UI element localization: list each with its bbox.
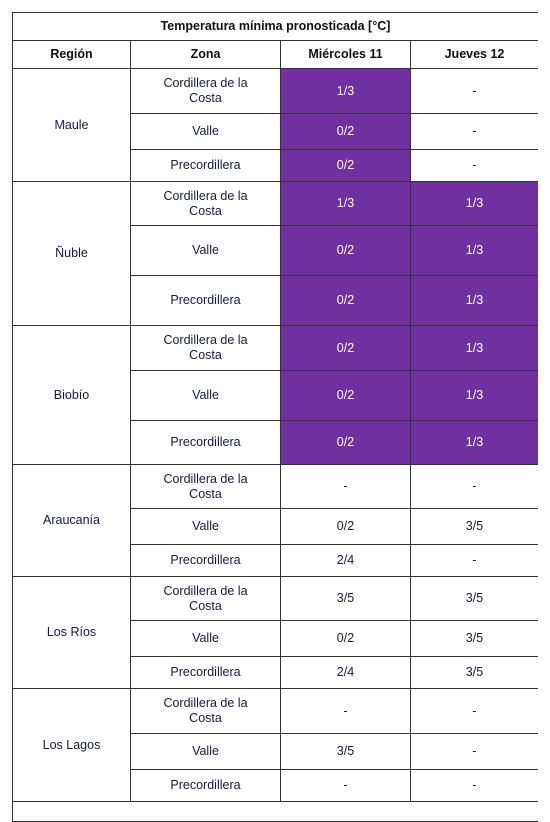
value-cell: 0/2: [280, 508, 411, 545]
table-row: Precordillera 0/2-: [13, 149, 538, 182]
value-cell: 0/2: [280, 149, 411, 182]
value-cell: 2/4: [280, 544, 411, 577]
table-row: Valle 0/2-: [13, 113, 538, 150]
value-cell: 0/2: [280, 113, 411, 150]
zone-cell: Cordillera de la Costa: [130, 688, 281, 734]
title-row: Temperatura mínima pronosticada [°C]: [12, 13, 538, 41]
region-cell: Biobío: [12, 325, 131, 465]
zone-cell: Valle: [130, 113, 281, 150]
value-cell: -: [410, 688, 538, 734]
value-cell: 1/3: [280, 181, 411, 226]
value-cell: -: [280, 769, 411, 802]
value-cell: -: [410, 68, 538, 114]
value-cell: 1/3: [410, 275, 538, 326]
zone-cell: Valle: [130, 370, 281, 421]
table-title: Temperatura mínima pronosticada [°C]: [12, 13, 538, 41]
region-cell: Los Ríos: [12, 576, 131, 689]
value-cell: -: [410, 149, 538, 182]
value-cell: 2/4: [280, 656, 411, 689]
value-cell: -: [410, 769, 538, 802]
empty-cell: [12, 801, 538, 822]
value-cell: -: [280, 688, 411, 734]
header-cell: Región: [12, 40, 131, 69]
value-cell: 1/3: [410, 225, 538, 276]
table-row: Precordillera 2/4 3/5: [13, 656, 538, 689]
table-row: Valle 0/2 1/3: [13, 370, 538, 421]
table-row: Precordillera 0/2 1/3: [13, 275, 538, 326]
zone-cell: Valle: [130, 620, 281, 657]
zone-cell: Precordillera: [130, 275, 281, 326]
value-cell: 0/2: [280, 325, 411, 371]
table-row: Valle 0/2 1/3: [13, 225, 538, 276]
region-cell: Maule: [12, 68, 131, 182]
forecast-table: Temperatura mínima pronosticada [°C] Reg…: [12, 13, 538, 822]
table-row: Precordillera 2/4-: [13, 544, 538, 577]
table-row: Valle 3/5-: [13, 733, 538, 770]
value-cell: 1/3: [410, 325, 538, 371]
table-row: Precordillera 0/2 1/3: [13, 420, 538, 465]
zone-cell: Cordillera de la Costa: [130, 325, 281, 371]
value-cell: 0/2: [280, 225, 411, 276]
value-cell: 0/2: [280, 420, 411, 465]
value-cell: 3/5: [410, 576, 538, 621]
zone-cell: Precordillera: [130, 656, 281, 689]
table-row: Maule Cordillera de la Costa 1/3-: [12, 68, 538, 182]
region-cell: Araucanía: [12, 464, 131, 577]
table-row: Los Lagos Cordillera de la Costa - -: [12, 688, 538, 802]
value-cell: 0/2: [280, 370, 411, 421]
table-row: Biobío Cordillera de la Costa 0/2 1/3: [12, 325, 538, 465]
zone-cell: Valle: [130, 733, 281, 770]
value-cell: -: [410, 544, 538, 577]
value-cell: -: [410, 733, 538, 770]
table-container: Temperatura mínima pronosticada [°C] Reg…: [12, 12, 538, 822]
region-cell: Los Lagos: [12, 688, 131, 802]
value-cell: 3/5: [410, 508, 538, 545]
zone-cell: Valle: [130, 225, 281, 276]
zone-cell: Precordillera: [130, 420, 281, 465]
value-cell: 3/5: [410, 656, 538, 689]
value-cell: 0/2: [280, 275, 411, 326]
value-cell: -: [410, 113, 538, 150]
value-cell: -: [280, 464, 411, 509]
table-row: Ñuble Cordillera de la Costa 1/3 1/3: [12, 181, 538, 326]
value-cell: 1/3: [410, 370, 538, 421]
value-cell: 3/5: [280, 733, 411, 770]
table-row: Araucanía Cordillera de la Costa - -: [12, 464, 538, 577]
zone-cell: Cordillera de la Costa: [130, 576, 281, 621]
value-cell: 1/3: [410, 420, 538, 465]
zone-cell: Cordillera de la Costa: [130, 68, 281, 114]
zone-cell: Cordillera de la Costa: [130, 181, 281, 226]
value-cell: 3/5: [280, 576, 411, 621]
region-cell: Ñuble: [12, 181, 131, 326]
value-cell: -: [410, 464, 538, 509]
header-row: Región Zona Miércoles 11 Jueves 12: [12, 40, 538, 69]
table-row: [12, 801, 538, 822]
zone-cell: Valle: [130, 508, 281, 545]
header-cell: Miércoles 11: [280, 40, 411, 69]
value-cell: 3/5: [410, 620, 538, 657]
zone-cell: Precordillera: [130, 769, 281, 802]
value-cell: 1/3: [280, 68, 411, 114]
value-cell: 0/2: [280, 620, 411, 657]
table-row: Los Ríos Cordillera de la Costa 3/5 3/5: [12, 576, 538, 689]
zone-cell: Precordillera: [130, 544, 281, 577]
header-cell: Jueves 12: [410, 40, 538, 69]
zone-cell: Cordillera de la Costa: [130, 464, 281, 509]
header-cell: Zona: [130, 40, 281, 69]
zone-cell: Precordillera: [130, 149, 281, 182]
value-cell: 1/3: [410, 181, 538, 226]
